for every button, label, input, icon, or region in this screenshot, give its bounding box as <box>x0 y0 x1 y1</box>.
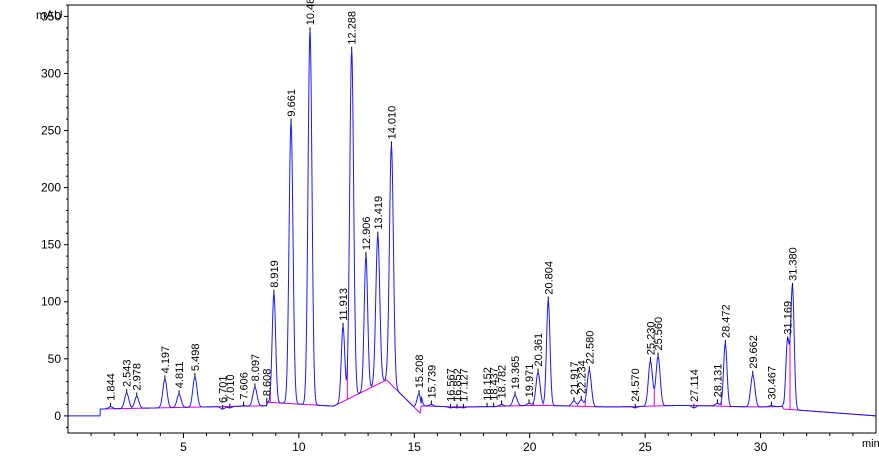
peak-label: 24.570 <box>630 368 642 402</box>
x-tick-label: 10 <box>292 440 306 454</box>
peak-label: 16.852 <box>452 368 464 402</box>
peak-label: 18.782 <box>497 365 509 399</box>
peak-label: 28.131 <box>712 364 724 398</box>
peak-label: 14.010 <box>386 106 398 140</box>
peak-label: 4.197 <box>160 346 172 374</box>
peak-label: 19.365 <box>510 356 522 390</box>
peak-label: 8.608 <box>262 369 274 397</box>
y-tick-label: 350 <box>41 9 61 23</box>
x-tick-label: 30 <box>754 440 768 454</box>
peak-label: 29.662 <box>748 335 760 369</box>
peak-label: 2.543 <box>122 360 134 388</box>
peak-label: 12.906 <box>361 216 373 250</box>
peak-label: 8.919 <box>269 260 281 288</box>
peak-label: 22.234 <box>576 360 588 394</box>
peak-label: 30.467 <box>766 366 778 400</box>
peak-label: 19.971 <box>524 364 536 398</box>
peak-label: 16.567 <box>445 368 457 402</box>
y-tick-label: 300 <box>41 66 61 80</box>
y-tick-label: 150 <box>41 238 61 252</box>
y-tick-label: 100 <box>41 295 61 309</box>
y-tick-label: 0 <box>54 409 61 423</box>
peak-label: 7.606 <box>239 372 251 400</box>
peak-label: 11.913 <box>338 288 350 321</box>
peak-label: 4.811 <box>174 361 186 388</box>
peak-label: 22.580 <box>584 331 596 365</box>
x-tick-label: 25 <box>638 440 652 454</box>
peak-label: 18.437 <box>489 367 501 401</box>
peak-label: 25.560 <box>653 317 665 351</box>
axis-layer: 0 50 100 150 200 250 300 350 5 10 15 20 25 30 <box>41 4 854 454</box>
peak-label: 25.230 <box>645 321 657 355</box>
peak-label: 5.498 <box>190 344 202 372</box>
peak-label: 1.844 <box>106 373 118 401</box>
x-axis-unit-label: min <box>862 438 879 450</box>
peak-label: 31.169 <box>783 301 795 335</box>
peak-label: 10.483 <box>305 0 317 25</box>
y-tick-label: 50 <box>48 352 62 366</box>
peak-label: 9.661 <box>286 89 298 117</box>
signal-trace-layer <box>68 31 877 417</box>
peak-label: 28.472 <box>720 304 732 338</box>
x-tick-label: 15 <box>408 440 422 454</box>
y-tick-label: 250 <box>41 124 61 138</box>
peak-label: 31.380 <box>787 247 799 281</box>
peak-label: 6.701 <box>218 376 230 404</box>
peak-label: 13.419 <box>373 196 385 230</box>
peak-label: 8.097 <box>250 354 262 382</box>
peak-label: 18.152 <box>482 367 494 401</box>
peak-label: 20.804 <box>543 261 555 295</box>
peak-label: 20.361 <box>533 333 545 367</box>
peak-label: 15.208 <box>414 355 426 389</box>
y-axis-unit-label: mAU <box>36 8 63 22</box>
y-tick-label: 200 <box>41 181 61 195</box>
peak-label: 2.978 <box>132 363 144 391</box>
peak-label: 7.010 <box>225 374 237 402</box>
peak-label: 21.917 <box>569 361 581 395</box>
plot-frame <box>67 4 877 434</box>
peak-label: 27.114 <box>689 369 701 402</box>
x-tick-label: 5 <box>180 440 187 454</box>
peak-label: 15.739 <box>426 365 438 399</box>
peak-label: 17.127 <box>458 368 470 402</box>
signal-trace <box>68 31 877 417</box>
peak-label: 12.288 <box>347 11 359 45</box>
x-tick-label: 20 <box>523 440 537 454</box>
